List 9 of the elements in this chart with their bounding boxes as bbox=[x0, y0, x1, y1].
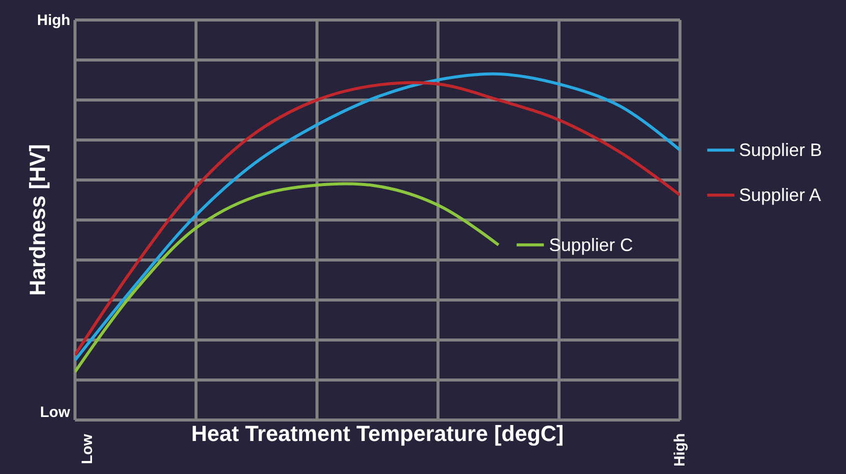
text: Low bbox=[40, 404, 70, 421]
legend-label: Supplier A bbox=[739, 185, 822, 205]
x-axis-title: Heat Treatment Temperature [degC] bbox=[191, 420, 564, 446]
legend-label: Supplier C bbox=[549, 235, 634, 255]
text: High bbox=[37, 12, 70, 29]
legend-label: Supplier B bbox=[739, 140, 822, 160]
text: High bbox=[672, 433, 688, 466]
text: Low bbox=[79, 434, 96, 464]
y-axis-title: Hardness [HV] bbox=[24, 144, 50, 296]
